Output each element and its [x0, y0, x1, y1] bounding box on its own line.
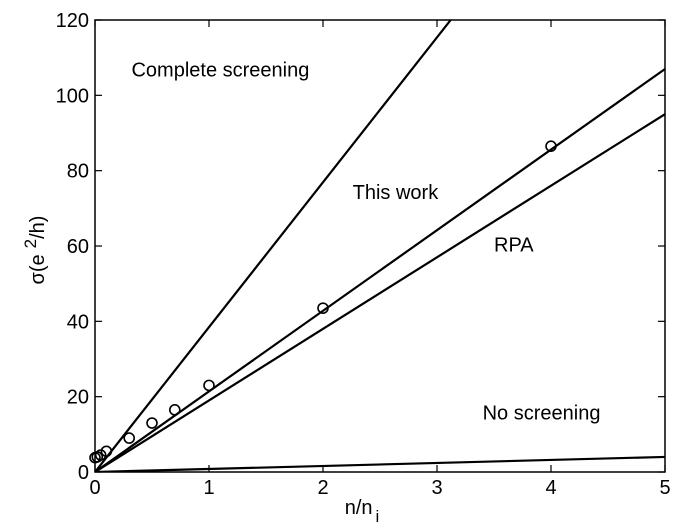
y-axis-label-superscript: 2	[21, 239, 40, 248]
annotation-label: RPA	[494, 235, 534, 257]
annotation-label: Complete screening	[131, 60, 309, 82]
y-tick-label: 80	[67, 161, 89, 183]
data-point	[94, 449, 107, 461]
x-axis-label-subscript: i	[376, 507, 380, 526]
x-tick-label: 2	[317, 477, 328, 499]
y-tick-label: 20	[67, 387, 89, 409]
series-line-2	[95, 113, 665, 472]
series-line-3	[95, 455, 665, 472]
y-axis-label-main: σ(e	[27, 254, 49, 284]
x-tick-label: 1	[203, 477, 214, 499]
y-tick-label: 40	[67, 311, 89, 333]
data-points-layer	[89, 140, 557, 464]
data-point	[203, 379, 215, 392]
data-point	[146, 417, 158, 429]
x-axis-label-main: n/n	[345, 497, 373, 519]
data-point	[169, 404, 181, 416]
y-axis-label-tail: /h)	[27, 216, 49, 239]
y-tick-label: 100	[56, 85, 89, 107]
x-tick-label: 3	[431, 477, 442, 499]
x-axis-label: n/n i	[345, 497, 380, 526]
y-tick-label: 120	[56, 10, 89, 32]
series-lines-layer	[95, 20, 665, 472]
annotation-label: This work	[353, 182, 440, 204]
text-layer: 0 1 2 3 4 5 0 20 40 60 80 100 120 Complete screening T…	[21, 10, 671, 526]
data-point	[317, 302, 329, 314]
y-tick-label: 0	[78, 462, 89, 484]
annotation-label: No screening	[483, 402, 601, 424]
data-point	[100, 445, 113, 458]
x-tick-label: 0	[89, 477, 100, 499]
y-tick-label: 60	[67, 236, 89, 258]
x-tick-label: 4	[545, 477, 556, 499]
x-tick-label: 5	[659, 477, 670, 499]
y-axis-label: σ(e 2/h)	[21, 216, 49, 285]
data-point	[123, 432, 135, 444]
data-point	[545, 140, 557, 152]
series-line-1	[95, 68, 665, 472]
series-line-0	[95, 20, 452, 472]
